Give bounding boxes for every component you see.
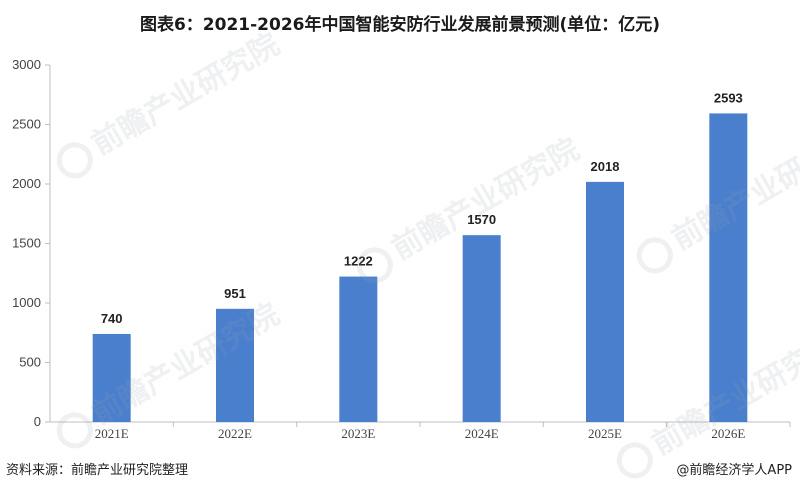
y-tick-label: 2500 <box>12 117 41 132</box>
data-label: 2593 <box>714 90 743 105</box>
y-tick-label: 500 <box>19 355 41 370</box>
data-label: 740 <box>101 311 123 326</box>
x-tick-label: 2021E <box>95 426 129 441</box>
bar <box>216 308 254 422</box>
x-tick-label: 2025E <box>588 426 622 441</box>
y-tick-label: 2000 <box>12 176 41 191</box>
bar <box>92 333 131 422</box>
data-label: 1222 <box>344 254 373 269</box>
y-tick-label: 1500 <box>12 236 41 251</box>
y-tick-label: 1000 <box>12 295 41 310</box>
data-label: 951 <box>224 286 246 301</box>
bar <box>709 113 748 423</box>
bar <box>462 235 501 422</box>
source-note: 资料来源：前瞻产业研究院整理 <box>6 463 189 478</box>
y-tick-label: 3000 <box>12 57 41 72</box>
x-tick-label: 2023E <box>341 426 375 441</box>
bar <box>586 181 624 422</box>
data-label: 2018 <box>591 159 620 174</box>
x-tick-label: 2024E <box>465 426 499 441</box>
y-tick-label: 0 <box>34 414 41 429</box>
x-tick-label: 2022E <box>218 426 252 441</box>
chart-title: 图表6：2021-2026年中国智能安防行业发展前景预测(单位：亿元) <box>139 15 661 35</box>
app-credit: @前瞻经济学人APP <box>676 463 792 478</box>
data-label: 1570 <box>467 212 496 227</box>
x-tick-label: 2026E <box>711 426 745 441</box>
bar <box>339 276 378 422</box>
